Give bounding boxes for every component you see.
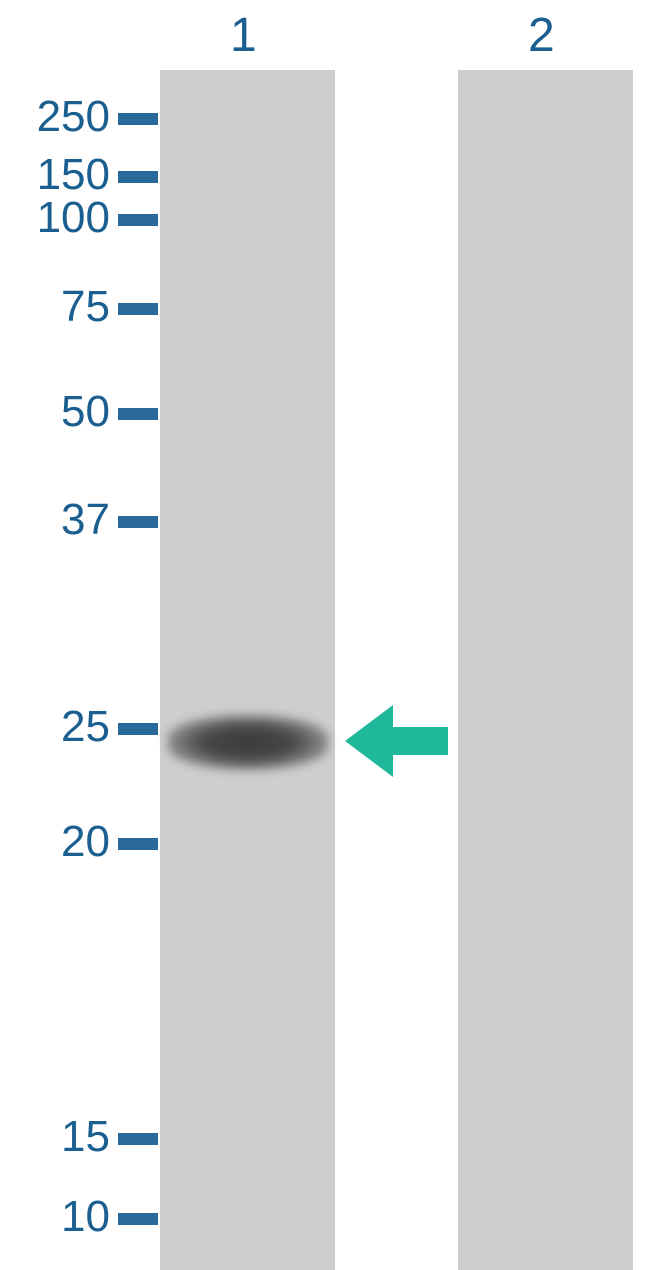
marker-dash-50	[118, 408, 158, 420]
marker-label-20: 20	[40, 817, 110, 867]
protein-band-lane1	[168, 715, 328, 770]
marker-dash-150	[118, 171, 158, 183]
band-indicator-arrow	[345, 705, 445, 777]
marker-label-25: 25	[40, 702, 110, 752]
marker-dash-15	[118, 1133, 158, 1145]
lane-1	[160, 70, 335, 1270]
marker-dash-37	[118, 516, 158, 528]
marker-label-15: 15	[40, 1112, 110, 1162]
marker-dash-100	[118, 214, 158, 226]
marker-label-100: 100	[20, 193, 110, 243]
marker-dash-20	[118, 838, 158, 850]
marker-label-250: 250	[20, 92, 110, 142]
marker-label-10: 10	[40, 1192, 110, 1242]
arrow-head-icon	[345, 705, 393, 777]
arrow-stem	[393, 727, 448, 755]
western-blot-figure: 1 2 250 150 100 75 50 37 25 20 15	[0, 0, 650, 1270]
lane-2-header: 2	[528, 8, 555, 63]
lane-1-header: 1	[230, 8, 257, 63]
marker-dash-250	[118, 113, 158, 125]
marker-dash-10	[118, 1213, 158, 1225]
lane-2	[458, 70, 633, 1270]
marker-label-37: 37	[40, 495, 110, 545]
marker-label-50: 50	[40, 387, 110, 437]
marker-label-75: 75	[40, 282, 110, 332]
marker-dash-75	[118, 303, 158, 315]
marker-dash-25	[118, 723, 158, 735]
